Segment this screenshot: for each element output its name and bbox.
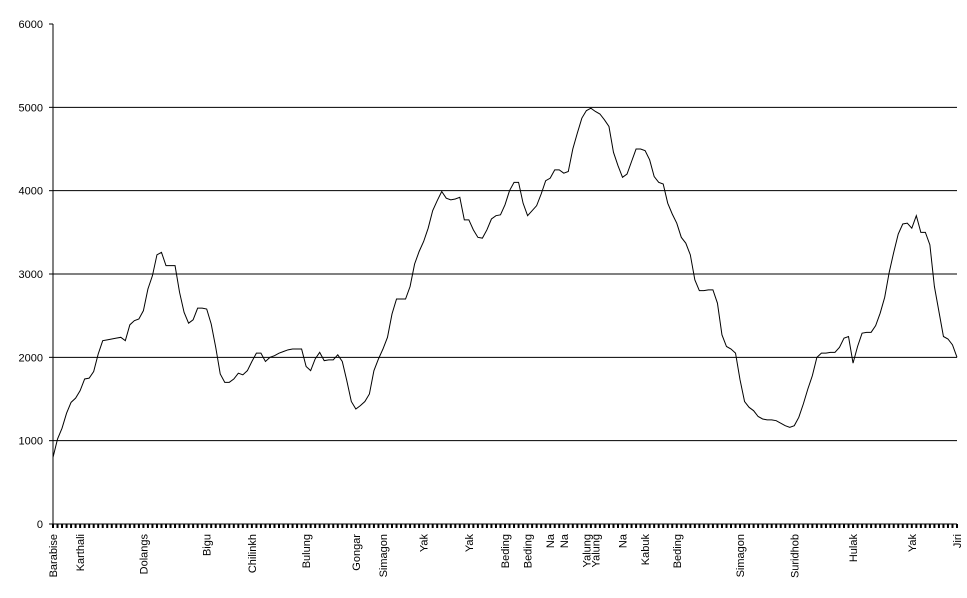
x-tick-label: Yak: [907, 534, 919, 553]
y-tick-label: 0: [37, 519, 43, 531]
y-tick-label: 3000: [19, 269, 43, 281]
x-tick-label: Kabuk: [640, 534, 652, 566]
x-tick-label: Beding: [523, 534, 535, 568]
y-tick-label: 2000: [19, 352, 43, 364]
x-tick-label: Gongar: [351, 534, 363, 571]
elevation-line: [52, 107, 958, 458]
x-tick-label: Jiri: [952, 534, 964, 548]
x-tick-label: Beding: [500, 534, 512, 568]
x-tick-label: Bulung: [301, 534, 313, 568]
x-tick-label: Yalung: [590, 534, 602, 567]
y-tick-label: 6000: [19, 19, 43, 31]
y-tick-label: 5000: [19, 102, 43, 114]
x-tick-label: Na: [545, 533, 557, 548]
x-tick-label: Na: [559, 533, 571, 548]
x-tick-label: Bigu: [202, 534, 214, 556]
x-tick-label: Barabise: [48, 534, 60, 577]
x-tick-label: Hulak: [848, 534, 860, 563]
y-tick-label: 1000: [19, 436, 43, 448]
x-tick-label: Karthali: [75, 534, 87, 571]
x-tick-label: Na: [618, 533, 630, 548]
x-tick-label: Chilinkh: [247, 534, 259, 573]
x-tick-label: Yak: [464, 534, 476, 553]
x-tick-label: Suridhob: [789, 534, 801, 578]
x-tick-label: Yalung: [581, 534, 593, 567]
x-tick-label: Simagon: [378, 534, 390, 577]
y-tick-label: 4000: [19, 186, 43, 198]
x-tick-label: Yak: [419, 534, 431, 553]
x-tick-label: Simagon: [735, 534, 747, 577]
x-tick-label: Dolangs: [138, 534, 150, 575]
x-tick-label: Beding: [672, 534, 684, 568]
